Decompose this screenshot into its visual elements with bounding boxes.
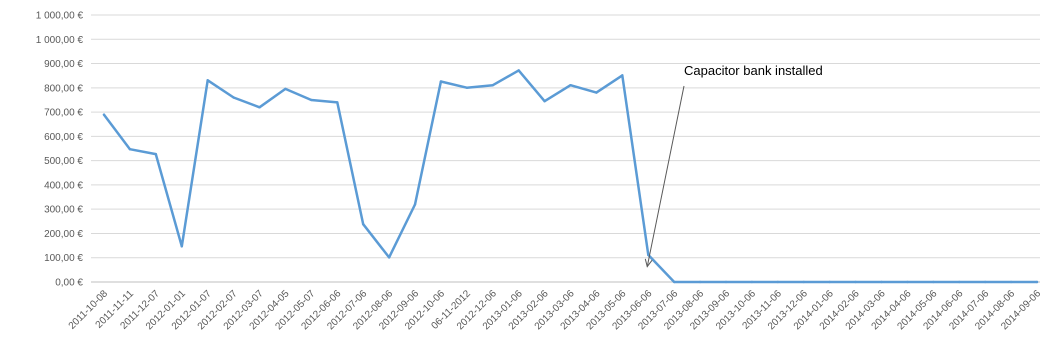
data-point (180, 245, 183, 248)
data-point (621, 74, 624, 77)
y-tick-label: 500,00 € (44, 156, 83, 167)
data-point (387, 256, 391, 259)
data-point (880, 280, 883, 284)
y-axis: 0,00 € 100,00 € 200,00 € 300,00 € 400,00 € 50… (36, 11, 84, 289)
data-point (284, 87, 287, 91)
data-point (310, 98, 313, 102)
annotation-arrow (646, 85, 685, 267)
y-tick-label: 600,00 € (44, 132, 83, 143)
data-point (102, 113, 106, 116)
data-point (128, 147, 132, 151)
annotation-layer: Capacitor bank installed (644, 63, 823, 268)
series-line (102, 69, 1039, 284)
y-tick-label: 200,00 € (44, 229, 83, 240)
data-point (647, 253, 650, 257)
y-tick-label: 700,00 € (44, 108, 83, 119)
data-point (206, 79, 209, 82)
data-point (543, 99, 546, 103)
data-point (802, 280, 805, 284)
data-point (258, 106, 261, 109)
data-point (361, 222, 365, 226)
data-point (569, 84, 572, 87)
data-point (232, 96, 235, 99)
data-point (1009, 280, 1013, 284)
data-point (828, 280, 831, 284)
y-tick-label: 800,00 € (44, 83, 83, 94)
data-point (154, 152, 158, 156)
data-point (336, 101, 339, 104)
data-point (932, 280, 935, 284)
y-tick-label: 300,00 € (44, 205, 83, 216)
annotation-text: Capacitor bank installed (684, 63, 823, 78)
data-point (595, 91, 598, 94)
data-point (983, 280, 987, 284)
data-point (517, 69, 520, 72)
data-point (958, 280, 961, 284)
series-layer (102, 69, 1039, 284)
data-point (1035, 280, 1039, 284)
x-axis: 2011-10-082011-11-112011-12-072012-01-01… (67, 288, 1043, 332)
data-point (906, 280, 909, 284)
data-point (750, 280, 754, 284)
data-point (439, 80, 443, 83)
data-point (854, 280, 857, 284)
annotation-arrowhead (644, 258, 653, 268)
y-tick-label: 0,00 € (55, 278, 83, 289)
data-point (491, 84, 494, 87)
data-point (672, 280, 676, 284)
data-point (413, 203, 417, 206)
data-point (724, 280, 728, 284)
gridlines (91, 14, 1040, 283)
data-point (465, 86, 469, 89)
y-tick-label: 1 000,00 € (36, 35, 84, 46)
data-point (698, 280, 702, 284)
data-point (776, 280, 780, 284)
y-tick-label: 100,00 € (44, 253, 83, 264)
y-tick-label: 900,00 € (44, 59, 83, 70)
y-tick-label: 1 000,00 € (36, 11, 84, 22)
y-tick-label: 400,00 € (44, 180, 83, 191)
